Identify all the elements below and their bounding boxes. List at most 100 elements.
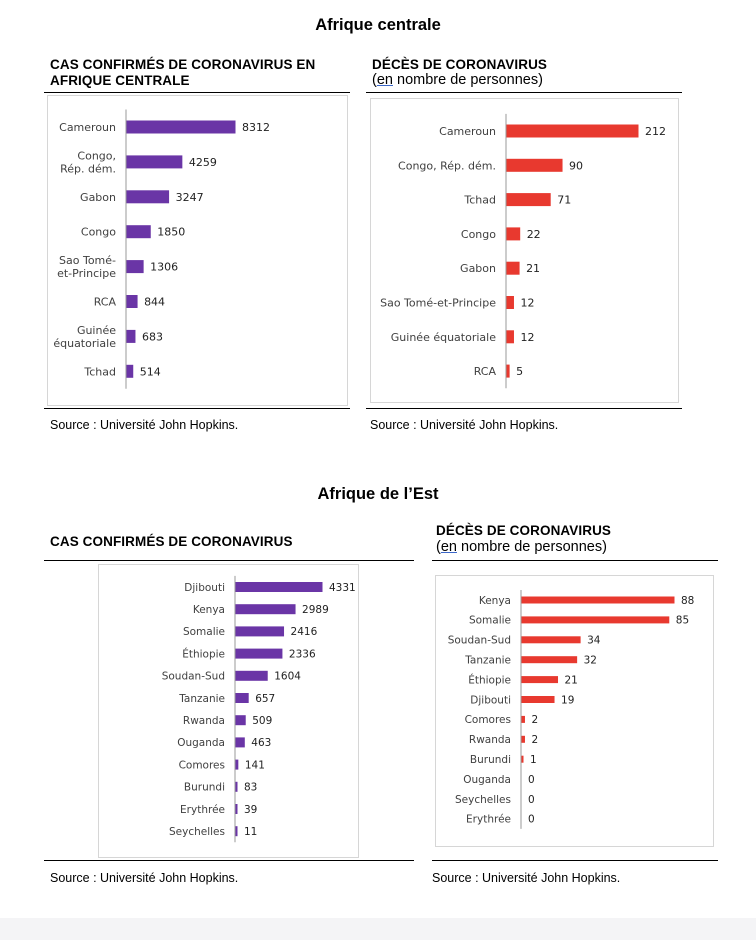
data-label: 0 [528,774,535,786]
chart-bar [126,295,138,308]
central-cases-bottom-rule [44,408,350,409]
data-label: 514 [140,365,161,378]
category-label: Seychelles [169,826,225,838]
category-label: Congo, [77,149,116,162]
chart-bar [521,696,555,703]
category-label: Ouganda [177,737,225,749]
data-label: 5 [516,365,523,378]
data-label: 8312 [242,121,270,134]
central-deaths-subtitle-underlined: en [376,72,393,88]
category-label: Gabon [460,262,496,275]
east-deaths-title: DÉCÈS DE CORONAVIRUS [436,523,612,538]
data-label: 657 [255,693,275,705]
category-label: Kenya [479,595,511,607]
chart-bar [506,261,520,275]
chart-bar [521,676,559,684]
category-label: Congo [461,228,496,241]
category-label: Comores [179,759,225,771]
chart-bar [235,781,238,792]
data-label: 0 [528,814,535,826]
category-label: et-Principe [57,267,116,280]
category-label: Erythrée [180,804,225,816]
east-cases-bottom-rule [44,860,414,861]
chart-bar [521,636,581,644]
category-label: Burundi [470,754,511,766]
data-label: 2989 [302,604,329,616]
category-label: Somalie [469,615,511,627]
section-heading-east: Afrique de l’Est [317,485,439,503]
category-label: Cameroun [59,121,116,134]
category-label: Rép. dém. [60,162,116,175]
category-label: Djibouti [184,582,225,594]
data-label: 4259 [189,156,217,169]
central-deaths-top-rule [366,92,682,93]
chart-bar [506,227,521,241]
category-label: Kenya [193,604,225,616]
data-label: 4331 [329,582,356,594]
data-label: 1604 [274,671,301,683]
chart-bar [235,693,249,703]
chart-bar [126,155,183,169]
east-deaths-subtitle-underlined: en [440,539,457,555]
category-label: Éthiopie [468,673,511,686]
central-cases-source: Source : Université John Hopkins. [50,418,239,432]
category-label: Tchad [83,365,116,378]
category-label: Tanzanie [178,693,225,705]
central-cases-chart-frame: 8312 Cameroun 4259 Congo, Rép. dém. 3247 Gabon… [47,95,348,406]
category-label: Gabon [80,191,116,204]
category-label: Soudan-Sud [448,635,511,647]
central-deaths-chart: 212 Cameroun 90 Congo, Rép. dém. 71 Tchad 22 Co… [380,113,666,389]
east-cases-title: CAS CONFIRMÉS DE CORONAVIRUS [50,534,293,549]
east-deaths-subtitle: (en nombre de personnes) [436,539,607,556]
data-label: 844 [144,295,165,308]
category-label: Seychelles [455,794,511,806]
central-cases-title-line2: AFRIQUE CENTRALE [50,73,190,88]
data-label: 90 [569,159,583,172]
chart-bar [126,225,151,239]
east-deaths-subtitle-open: ( [436,539,441,555]
chart-bar [126,329,136,343]
east-deaths-chart-frame: 88 Kenya 85 Somalie 34 Soudan-Sud 32 Tanzanie 21… [435,575,714,847]
data-label: 141 [245,759,265,771]
chart-bar [235,648,283,659]
chart-bar [521,616,670,624]
chart-bar [521,735,525,743]
central-deaths-bottom-rule [366,408,682,409]
chart-bar [235,582,323,592]
data-label: 3247 [176,191,204,204]
data-label: 509 [252,715,272,727]
chart-bar [521,715,525,723]
category-label: Tanzanie [464,654,511,666]
east-cases-chart-frame: 4331 Djibouti 2989 Kenya 2416 Somalie 2336 Éthi… [98,564,359,858]
category-label: Somalie [183,626,225,638]
section-heading-central: Afrique centrale [315,16,441,34]
data-label: 683 [142,330,163,343]
central-deaths-chart-frame: 212 Cameroun 90 Congo, Rép. dém. 71 Tchad 22 Co… [370,98,679,403]
page-footer-band [0,918,756,940]
data-label: 12 [520,296,534,309]
chart-bar [521,656,578,664]
data-label: 11 [244,826,257,838]
data-label: 0 [528,794,535,806]
category-label: Soudan-Sud [162,671,225,683]
data-label: 1850 [157,226,185,239]
chart-bar [235,626,285,637]
data-label: 2 [531,734,538,746]
data-label: 1 [530,754,537,766]
data-label: 83 [244,782,257,794]
data-label: 463 [251,737,271,749]
data-label: 85 [676,615,689,627]
central-deaths-subtitle: (en nombre de personnes) [372,72,543,89]
central-cases-title: CAS CONFIRMÉS DE CORONAVIRUS EN AFRIQUE … [50,57,315,89]
data-label: 22 [527,228,541,241]
chart-bar [235,604,296,615]
east-cases-chart: 4331 Djibouti 2989 Kenya 2416 Somalie 2336 Éthi… [162,575,356,843]
chart-bar [126,120,236,134]
category-label: Djibouti [470,694,511,706]
category-label: Rwanda [183,715,225,727]
chart-bar [126,364,134,378]
chart-bar [235,715,246,726]
chart-bar [506,124,639,138]
category-label: Burundi [184,782,225,794]
category-label: RCA [94,295,117,308]
